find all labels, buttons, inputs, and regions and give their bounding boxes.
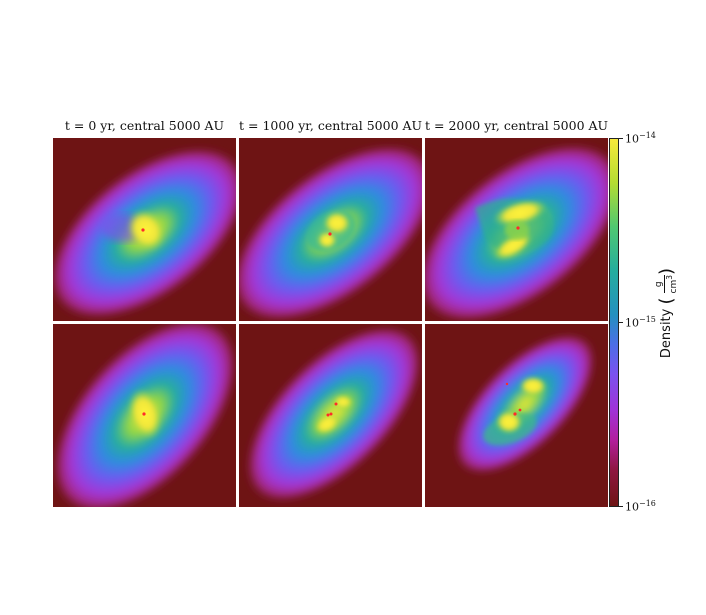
panel-title-t1000: t = 1000 yr, central 5000 AU xyxy=(239,118,423,133)
density-image xyxy=(53,138,236,321)
sink-particle-icon xyxy=(518,408,522,412)
density-panel-top-t1000 xyxy=(239,138,422,321)
colorbar-tick xyxy=(619,322,623,323)
sink-particle-icon xyxy=(516,226,520,230)
sink-particle-icon xyxy=(505,382,509,386)
sink-particle-icon xyxy=(141,228,145,232)
colorbar xyxy=(609,138,619,507)
sink-particle-icon xyxy=(142,412,146,416)
sink-particle-icon xyxy=(326,413,330,417)
density-image xyxy=(53,324,236,507)
density-panel-top-t0 xyxy=(53,138,236,321)
panel-title-t0: t = 0 yr, central 5000 AU xyxy=(64,118,225,133)
density-image xyxy=(239,138,422,321)
colorbar-tick-label-top: 10−14 xyxy=(625,131,656,146)
panel-title-t2000: t = 2000 yr, central 5000 AU xyxy=(425,118,609,133)
density-image xyxy=(239,324,422,507)
density-panel-top-t2000 xyxy=(425,138,608,321)
colorbar-label: Density ( g cm3 ) xyxy=(654,267,679,359)
sink-particle-icon xyxy=(334,402,338,406)
colorbar-tick-label-middle: 10−15 xyxy=(625,315,656,330)
colorbar-tick xyxy=(619,138,623,139)
density-panel-bottom-t1000 xyxy=(239,324,422,507)
density-panel-bottom-t2000 xyxy=(425,324,608,507)
density-image xyxy=(425,324,608,507)
sink-particle-icon xyxy=(329,412,333,416)
sink-particle-icon xyxy=(328,232,332,236)
colorbar-tick-label-bottom: 10−16 xyxy=(625,499,656,514)
sink-particle-icon xyxy=(513,412,517,416)
density-image xyxy=(425,138,608,321)
density-panel-bottom-t0 xyxy=(53,324,236,507)
colorbar-tick xyxy=(619,506,623,507)
density-unit: g cm3 xyxy=(654,274,679,294)
